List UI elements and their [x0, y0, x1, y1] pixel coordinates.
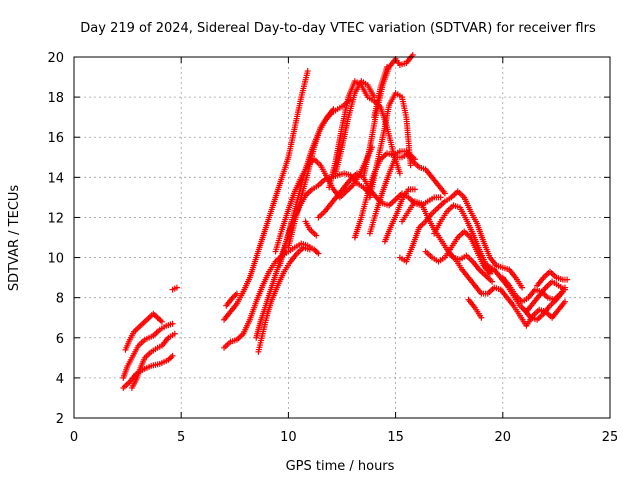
data-track	[326, 78, 403, 191]
data-track	[534, 268, 571, 289]
data-track	[255, 244, 313, 355]
data-point	[330, 106, 337, 113]
data-track	[223, 290, 240, 309]
y-tick-label: 16	[47, 131, 64, 146]
data-point	[561, 298, 568, 305]
data-point	[519, 284, 526, 291]
data-track	[128, 330, 178, 391]
data-track	[285, 106, 337, 251]
y-tick-label: 6	[56, 332, 64, 347]
data-point	[158, 318, 165, 325]
x-tick-label: 10	[280, 430, 297, 445]
data-track	[221, 68, 311, 323]
data-track	[120, 320, 176, 381]
data-point	[315, 250, 322, 257]
x-tick-label: 20	[495, 430, 512, 445]
data-point	[559, 288, 566, 295]
y-tick-label: 20	[47, 51, 64, 66]
y-axis-label: SDTVAR / TECUs	[7, 185, 22, 292]
data-point	[561, 284, 568, 291]
data-track	[332, 78, 378, 177]
data-point	[371, 94, 378, 101]
data-track	[366, 90, 414, 201]
data-track	[431, 202, 496, 275]
data-track	[302, 218, 320, 239]
data-point	[306, 246, 313, 253]
axis-ticks: 0 5 10 15 20 25 2 4 6 8 10 12 14 16 18 20	[47, 51, 618, 445]
data-point	[396, 170, 403, 177]
y-tick-label: 18	[47, 91, 64, 106]
data-track	[169, 284, 180, 293]
data-point	[169, 320, 176, 327]
data-points	[120, 51, 571, 391]
data-track	[122, 310, 165, 353]
data-point	[478, 314, 485, 321]
x-tick-label: 25	[602, 430, 619, 445]
data-point	[437, 194, 444, 201]
data-track	[371, 64, 391, 121]
data-track	[366, 150, 418, 237]
data-point	[169, 352, 176, 359]
data-point	[441, 190, 448, 197]
data-point	[407, 162, 414, 169]
data-point	[489, 278, 496, 285]
data-point	[384, 64, 391, 71]
data-point	[313, 232, 320, 239]
data-point	[173, 284, 180, 291]
data-point	[411, 186, 418, 193]
data-point	[171, 330, 178, 337]
y-tick-label: 12	[47, 211, 64, 226]
data-point	[304, 68, 311, 75]
chart-title: Day 219 of 2024, Sidereal Day-to-day VTE…	[80, 21, 596, 36]
y-tick-label: 14	[47, 171, 64, 186]
y-tick-label: 10	[47, 252, 64, 267]
y-tick-label: 2	[56, 412, 64, 427]
data-track	[446, 250, 568, 329]
data-track	[381, 186, 418, 245]
plot-frame	[73, 56, 611, 419]
data-point	[564, 276, 571, 283]
x-axis-label: GPS time / hours	[286, 459, 395, 474]
x-tick-label: 15	[387, 430, 404, 445]
data-track	[521, 288, 566, 323]
y-tick-label: 8	[56, 292, 64, 307]
data-point	[411, 156, 418, 163]
y-tick-label: 4	[56, 372, 64, 387]
x-tick-label: 5	[177, 430, 185, 445]
x-tick-label: 0	[70, 430, 78, 445]
data-track	[465, 296, 485, 321]
data-point	[233, 290, 240, 297]
